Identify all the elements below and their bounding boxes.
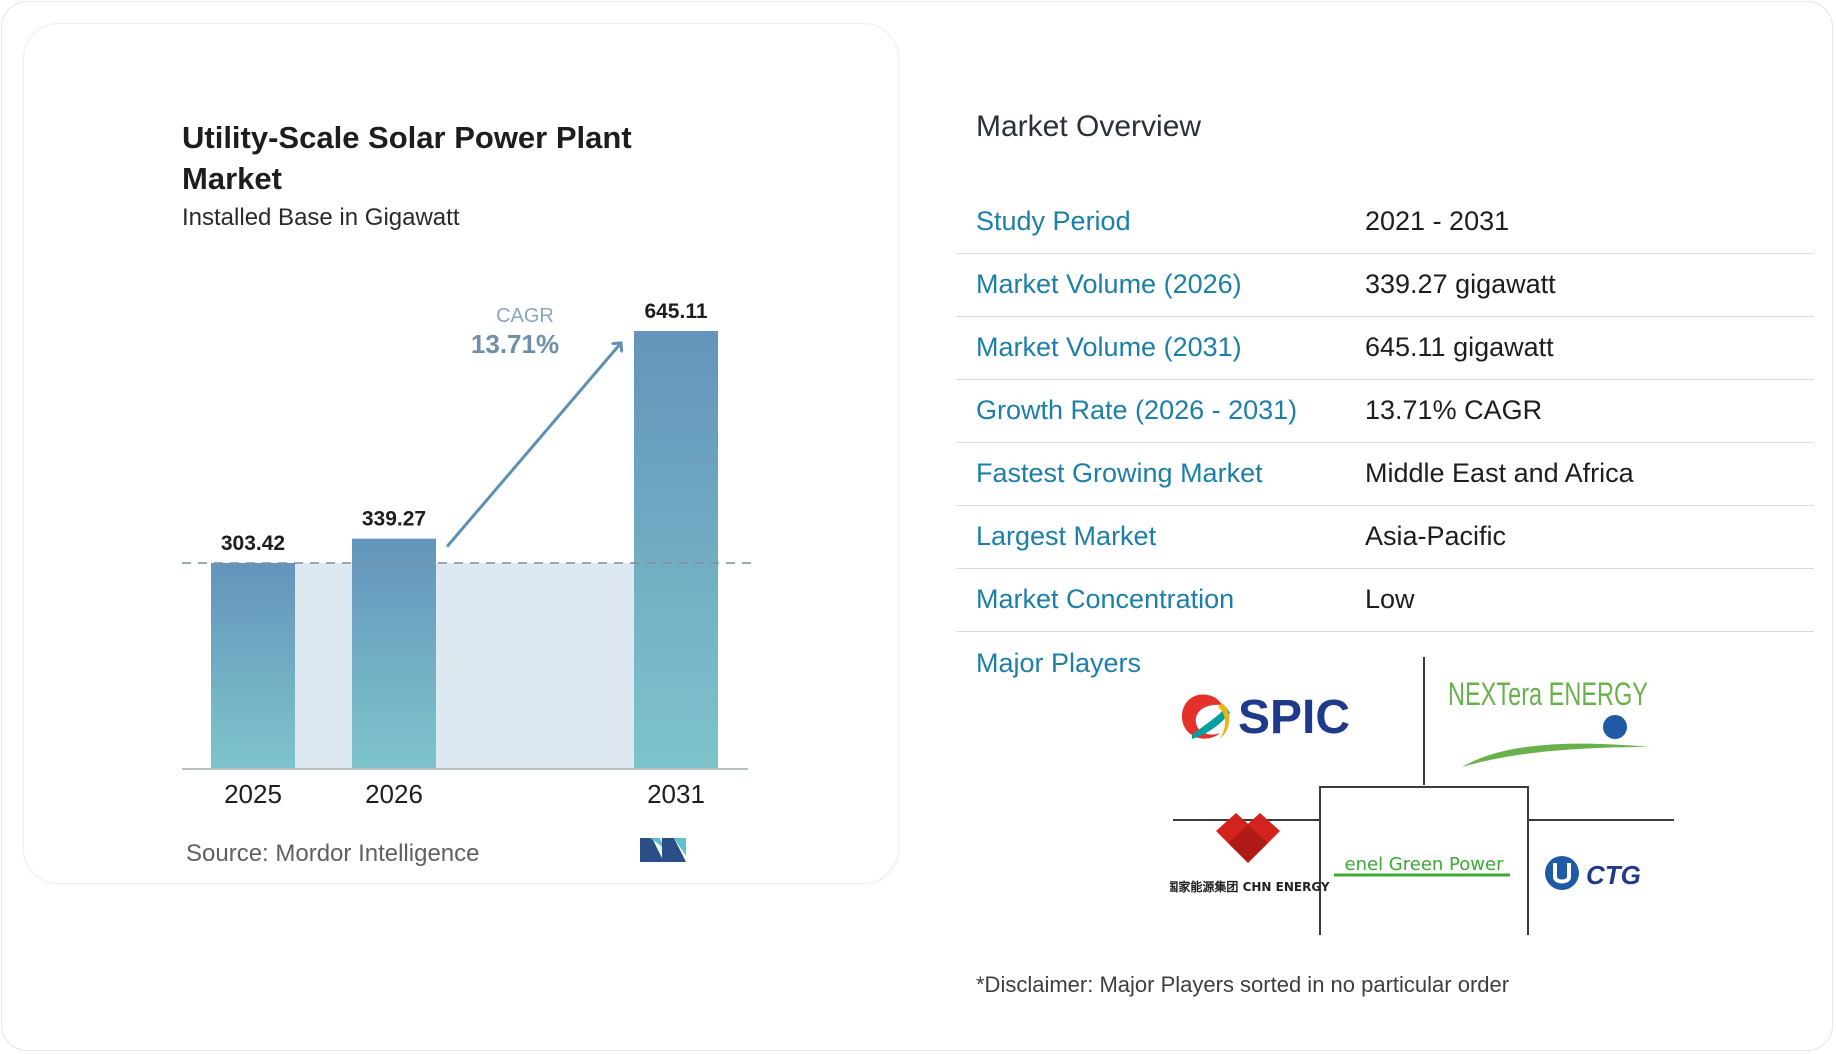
overview-row-market-volume-2031: Market Volume (2031) 645.11 gigawatt xyxy=(956,317,1814,380)
cagr-arrow xyxy=(445,343,621,548)
overview-value: 645.11 gigawatt xyxy=(1365,332,1554,362)
x-tick-label-2025: 2025 xyxy=(224,779,282,809)
bar-chart: 303.42 2025 339.27 2026 645.11 2031 CAGR 13.7… xyxy=(182,300,752,809)
overview-row-market-volume-2026: Market Volume (2026) 339.27 gigawatt xyxy=(956,254,1814,317)
data-label-2025: 303.42 xyxy=(221,532,285,555)
reference-band xyxy=(211,562,718,769)
major-players-label: Major Players xyxy=(976,648,1142,678)
chn-energy-logo: 国家能源集团 CHN ENERGY xyxy=(1170,813,1330,894)
overview-row-growth-rate: Growth Rate (2026 - 2031) 13.71% CAGR xyxy=(956,380,1814,443)
bar-2026 xyxy=(352,538,436,769)
enel-logo-text: enel Green Power xyxy=(1345,854,1505,875)
mordor-intelligence-logo-icon xyxy=(640,838,686,862)
overview-value: Low xyxy=(1365,584,1415,614)
overview-value: Middle East and Africa xyxy=(1365,458,1634,488)
x-tick-label-2031: 2031 xyxy=(647,779,705,809)
overview-label: Market Concentration xyxy=(976,584,1235,614)
overview-label: Study Period xyxy=(976,206,1131,236)
overview-row-largest-market: Largest Market Asia-Pacific xyxy=(956,506,1814,569)
ctg-logo-text: CTG xyxy=(1586,860,1641,890)
market-overview-table: Study Period 2021 - 2031 Market Volume (… xyxy=(956,191,1814,632)
nextera-energy-logo: NEXTera ENERGY xyxy=(1448,676,1650,767)
spic-logo: SPIC xyxy=(1181,691,1350,744)
bar-2031 xyxy=(634,331,718,769)
overview-value: 339.27 gigawatt xyxy=(1365,269,1556,299)
overview-value: 13.71% CAGR xyxy=(1365,395,1543,425)
overview-value: Asia-Pacific xyxy=(1365,521,1507,551)
major-players-logos: SPIC NEXTera ENERGY 国家能源集团 CHN ENERGY en… xyxy=(1170,657,1674,935)
chart-subtitle: Installed Base in Gigawatt xyxy=(182,204,460,231)
ctg-logo: CTG xyxy=(1545,856,1641,890)
market-overview-title: Market Overview xyxy=(976,110,1202,143)
data-label-2026: 339.27 xyxy=(362,508,426,531)
overview-label: Fastest Growing Market xyxy=(976,458,1263,488)
cagr-value: 13.71% xyxy=(471,329,559,359)
data-label-2031: 645.11 xyxy=(644,300,707,323)
cagr-label: CAGR xyxy=(496,305,554,327)
overview-label: Largest Market xyxy=(976,521,1157,551)
nextera-logo-text: NEXTera ENERGY xyxy=(1448,676,1648,712)
overview-row-market-concentration: Market Concentration Low xyxy=(956,569,1814,632)
chart-title: Utility-Scale Solar Power Plant Market xyxy=(182,120,632,196)
spic-logo-text: SPIC xyxy=(1238,691,1350,744)
overview-value: 2021 - 2031 xyxy=(1365,206,1510,236)
overview-row-study-period: Study Period 2021 - 2031 xyxy=(956,191,1814,254)
x-tick-label-2026: 2026 xyxy=(365,779,423,809)
logo-grid-lines xyxy=(1173,657,1674,935)
overview-label: Market Volume (2026) xyxy=(976,269,1242,299)
overview-row-fastest-growing-market: Fastest Growing Market Middle East and A… xyxy=(956,443,1814,506)
source-text: Source: Mordor Intelligence xyxy=(186,840,480,867)
overview-label: Growth Rate (2026 - 2031) xyxy=(976,395,1298,425)
overview-label: Market Volume (2031) xyxy=(976,332,1242,362)
disclaimer-text: *Disclaimer: Major Players sorted in no … xyxy=(976,972,1510,997)
chn-energy-logo-text: 国家能源集团 CHN ENERGY xyxy=(1170,879,1330,894)
enel-green-power-logo: enel Green Power xyxy=(1334,854,1510,877)
bar-2025 xyxy=(211,562,295,769)
